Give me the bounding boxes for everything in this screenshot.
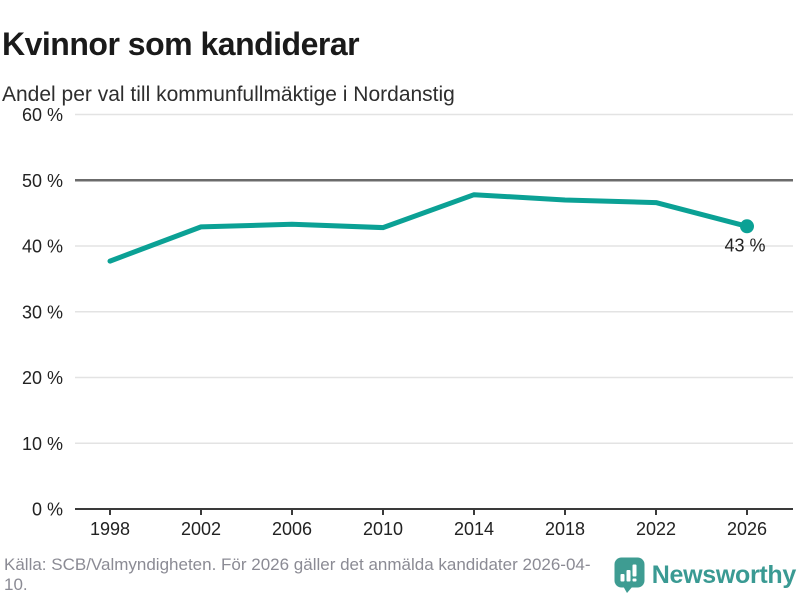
end-point-value-label: 43 % — [724, 235, 765, 255]
x-tick-label: 2022 — [636, 519, 676, 539]
newsworthy-logo: Newsworthy — [614, 557, 796, 593]
x-axis-labels: 1998 2002 2006 2010 2014 2018 2022 2026 — [90, 519, 767, 539]
page-subtitle: Andel per val till kommunfullmäktige i N… — [2, 83, 455, 106]
y-tick-label: 40 % — [22, 237, 63, 257]
last-point-marker — [740, 219, 754, 234]
y-tick-label: 60 % — [22, 105, 63, 125]
y-gridlines — [75, 113, 793, 444]
x-tick-label: 1998 — [90, 519, 130, 539]
newsworthy-wordmark: Newsworthy — [651, 560, 797, 589]
page-title: Kvinnor som kandiderar — [2, 26, 360, 63]
x-tick-label: 2026 — [727, 519, 767, 539]
x-tick-label: 2002 — [181, 519, 221, 539]
line-chart: 0 % 10 % 20 % 30 % 40 % 50 % 60 % 1998 2002 2006 2… — [0, 100, 800, 555]
x-tick-label: 2018 — [545, 519, 585, 539]
line-chart-svg: 0 % 10 % 20 % 30 % 40 % 50 % 60 % 1998 2002 2006 2… — [22, 105, 793, 539]
x-tick-label: 2014 — [454, 519, 494, 539]
y-tick-label: 50 % — [22, 171, 63, 191]
y-tick-label: 10 % — [22, 434, 63, 454]
y-tick-label: 30 % — [22, 302, 63, 322]
y-tick-label: 0 % — [32, 500, 63, 520]
x-tick-label: 2006 — [272, 519, 312, 539]
bar-chart-speech-bubble-icon — [614, 557, 645, 593]
y-tick-label: 20 % — [22, 368, 63, 388]
data-line — [107, 192, 750, 264]
x-tick-label: 2010 — [363, 519, 403, 539]
footer: Källa: SCB/Valmyndigheten. För 2026 gäll… — [0, 554, 800, 600]
x-axis — [75, 508, 793, 515]
source-note: Källa: SCB/Valmyndigheten. För 2026 gäll… — [4, 554, 591, 594]
y-axis-labels: 0 % 10 % 20 % 30 % 40 % 50 % 60 % — [22, 105, 63, 520]
